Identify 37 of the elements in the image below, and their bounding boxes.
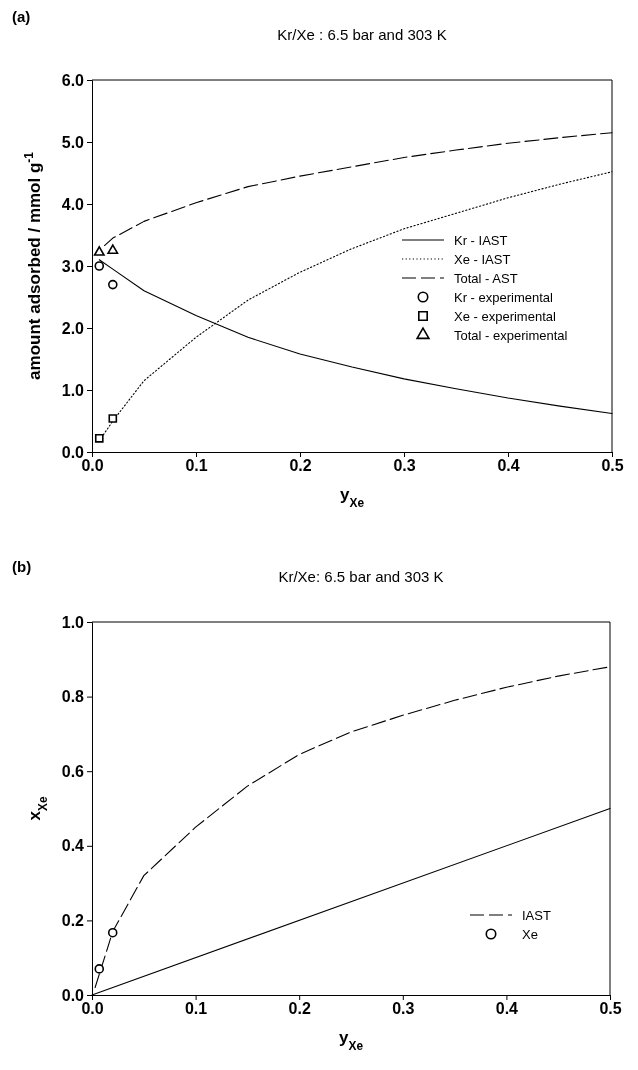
y-tick-label: 0.2: [61, 912, 85, 930]
chart-title: Kr/Xe : 6.5 bar and 303 K: [277, 26, 447, 43]
legend-label: Kr - IAST: [454, 233, 508, 248]
x-tick-label: 0.3: [393, 457, 416, 475]
x-tick-label: 0.1: [185, 457, 208, 475]
legend-label: Xe - experimental: [454, 309, 556, 324]
x-tick-label: 0.2: [289, 457, 312, 475]
legend-label: Total - AST: [454, 271, 518, 286]
legend-label: Xe: [522, 927, 538, 942]
text: (a): [12, 8, 31, 25]
y-tick-label: 2.0: [61, 319, 85, 337]
x-tick-label: 0.2: [288, 1000, 311, 1018]
x-axis-title: y$_{Xe}$: [339, 485, 365, 510]
legend-label: Kr - experimental: [454, 290, 554, 305]
legend-label: Total - experimental: [454, 328, 568, 343]
x-tick-label: 0.0: [81, 1000, 104, 1018]
legend-label: Xe - IAST: [454, 252, 511, 267]
y-tick-label: 5.0: [61, 133, 85, 151]
y-tick-label: 6.0: [61, 71, 85, 89]
y-tick-label: 4.0: [61, 195, 85, 213]
y-tick-label: 0.8: [61, 688, 85, 706]
y-tick-label: 0.6: [61, 762, 85, 780]
x-tick-label: 0.4: [497, 457, 520, 475]
x-axis-title: y$_{Xe}$: [338, 1028, 364, 1053]
text: (b): [12, 558, 32, 575]
x-tick-label: 0.4: [495, 1000, 519, 1018]
y-tick-label: 0.4: [61, 837, 85, 855]
x-tick-label: 0.3: [392, 1000, 415, 1018]
x-tick-label: 0.0: [81, 457, 104, 475]
legend-label: IAST: [522, 908, 551, 923]
x-tick-label: 0.5: [601, 457, 624, 475]
y-tick-label: 3.0: [61, 257, 85, 275]
x-tick-label: 0.5: [599, 1000, 622, 1018]
x-tick-label: 0.1: [184, 1000, 208, 1018]
y-tick-label: 1.0: [61, 613, 85, 631]
chart-title: Kr/Xe: 6.5 bar and 303 K: [278, 568, 444, 585]
y-tick-label: 1.0: [61, 381, 85, 399]
